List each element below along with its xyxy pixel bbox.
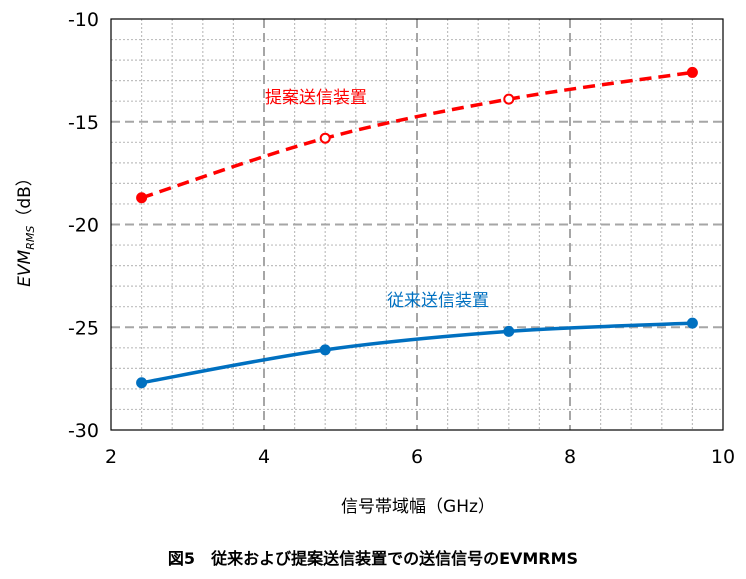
figure-caption: 図5 従来および提案送信装置での送信信号のEVMRMS [0, 545, 746, 569]
y-axis-title-sub: RMS [24, 226, 37, 250]
series-line-0 [141, 70, 693, 200]
y-tick-label: -25 [68, 317, 99, 339]
y-axis-title-unit: （dB） [15, 169, 35, 225]
series-line-1 [141, 321, 693, 385]
series-1-point [319, 344, 331, 356]
y-axis-title-main: EVM [15, 249, 35, 286]
plot-frame [110, 18, 724, 431]
x-tick-label: 4 [258, 446, 270, 468]
series-0-point [503, 93, 515, 105]
series-1-point [503, 325, 515, 337]
y-tick-label: -15 [68, 112, 99, 134]
x-tick-label: 8 [564, 446, 576, 468]
y-axis-title: EVMRMS（dB） [15, 169, 37, 287]
series-label-conventional: 従来送信装置 [387, 291, 489, 311]
x-tick-label: 6 [411, 446, 423, 468]
series-layer [136, 66, 698, 389]
series-0-point [686, 66, 698, 78]
figure-caption-text: 従来および提案送信装置での送信信号のEVMRMS [211, 549, 579, 568]
chart: 2 4 6 8 10 -10 -15 -20 -25 -30 提案送信装置 従来送信装置 信号帯域… [15, 9, 735, 517]
y-tick-label: -20 [68, 215, 99, 237]
series-0-point [319, 132, 331, 144]
series-1-point [136, 377, 148, 389]
y-tick-label: -10 [68, 9, 99, 31]
y-tick-label: -30 [68, 420, 99, 442]
series-0-point [136, 192, 148, 204]
x-axis-title: 信号帯域幅（GHz） [341, 497, 495, 517]
series-label-proposed: 提案送信装置 [265, 88, 367, 108]
tick-labels: 2 4 6 8 10 -10 -15 -20 -25 -30 [68, 9, 735, 468]
series-1-point [686, 317, 698, 329]
x-tick-label: 2 [105, 446, 117, 468]
figure-number: 図5 [167, 549, 196, 568]
x-tick-label: 10 [711, 446, 735, 468]
